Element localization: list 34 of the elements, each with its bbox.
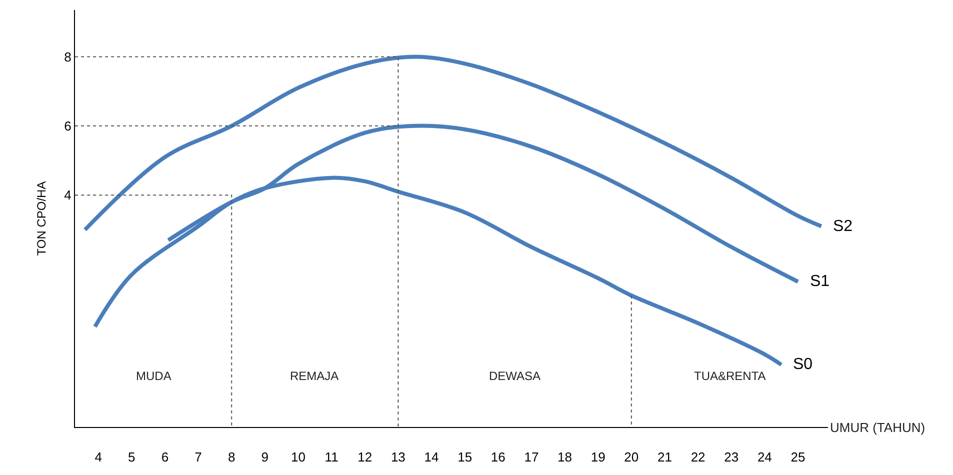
x-tick-label: 16 — [490, 450, 506, 465]
y-tick-label: 4 — [64, 188, 72, 203]
x-tick-label: 19 — [590, 450, 606, 465]
x-tick-label: 24 — [757, 450, 772, 465]
y-axis-title: TON CPO/HA — [34, 181, 48, 256]
x-tick-label: 11 — [324, 450, 338, 465]
annotation: DEWASA — [489, 369, 541, 383]
x-axis-title: UMUR (TAHUN) — [830, 420, 926, 435]
x-tick-label: 9 — [261, 450, 269, 465]
x-tick-label: 7 — [194, 450, 202, 465]
x-tick-label: 13 — [390, 450, 406, 465]
x-tick-label: 4 — [94, 450, 102, 465]
x-tick-label: 14 — [424, 450, 439, 465]
annotation: MUDA — [136, 369, 172, 383]
x-tick-label: 23 — [724, 450, 739, 465]
annotation: TUA&RENTA — [694, 369, 766, 383]
series-label: S2 — [833, 218, 853, 235]
x-tick-label: 12 — [358, 450, 372, 465]
x-tick-label: 6 — [161, 450, 169, 465]
y-tick-label: 8 — [64, 49, 72, 64]
x-tick-label: 17 — [524, 450, 539, 465]
y-tick-label: 6 — [64, 118, 72, 134]
x-tick-label: 22 — [690, 450, 706, 465]
x-tick-label: 15 — [458, 450, 472, 465]
series-label: S0 — [793, 356, 813, 373]
x-tick-label: 18 — [558, 450, 572, 465]
x-tick-label: 25 — [790, 450, 806, 465]
x-tick-label: 8 — [228, 450, 236, 465]
series-label: S1 — [810, 273, 830, 290]
annotation: REMAJA — [290, 369, 339, 383]
x-tick-label: 5 — [128, 450, 136, 465]
x-tick-label: 10 — [290, 450, 306, 465]
x-tick-label: 21 — [658, 450, 672, 465]
x-tick-label: 20 — [624, 450, 639, 465]
